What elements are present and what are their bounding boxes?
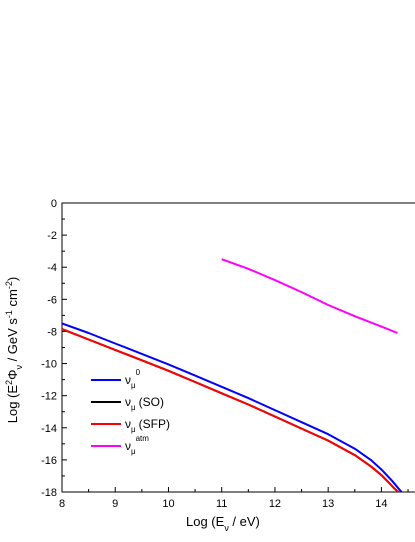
- series-line-3: [221, 258, 398, 334]
- y-axis: 0 -2 -4 -6 -8 -10 -12 -14 -16 -18: [41, 198, 67, 499]
- legend: νμ0 νμ (SO) νμ (SFP) νμatm: [91, 368, 170, 456]
- series-lines: [62, 258, 403, 492]
- series-line-2: [62, 328, 400, 492]
- y-tick-label: -12: [41, 391, 57, 403]
- x-tick-label: 8: [59, 498, 65, 510]
- x-tick-label: 13: [322, 498, 334, 510]
- legend-label-nu-mu-atm: νμatm: [125, 434, 149, 456]
- y-tick-label: -10: [41, 359, 57, 371]
- legend-label-nu-mu-so: νμ (SO): [125, 395, 164, 412]
- series-line-0: [62, 322, 403, 492]
- y-tick-label: -6: [47, 294, 57, 306]
- legend-label-nu-mu-0: νμ0: [125, 368, 141, 390]
- x-tick-label: 10: [162, 498, 174, 510]
- x-axis: 8 9 10 11 12 13 14: [59, 487, 409, 510]
- y-tick-label: -8: [47, 326, 57, 338]
- plot-frame: [61, 202, 415, 493]
- y-axis-label: Log (E2Φν / GeV s-1 cm-2): [4, 277, 24, 424]
- x-axis-label: Log (Eν / eV): [186, 514, 260, 533]
- y-tick-label: -2: [47, 230, 57, 242]
- x-tick-label: 11: [216, 498, 227, 510]
- y-tick-label: 0: [51, 198, 57, 210]
- y-tick-label: -16: [41, 455, 57, 467]
- y-tick-label: -18: [41, 487, 57, 499]
- x-tick-label: 12: [269, 498, 281, 510]
- x-tick-label: 9: [112, 498, 118, 510]
- series-line-1: [62, 328, 400, 492]
- x-axis-label-subscript: ν: [224, 523, 229, 533]
- y-tick-label: -4: [47, 262, 57, 274]
- x-tick-label: 14: [375, 498, 387, 510]
- legend-label-nu-mu-sfp: νμ (SFP): [125, 417, 170, 434]
- y-tick-label: -14: [41, 423, 57, 435]
